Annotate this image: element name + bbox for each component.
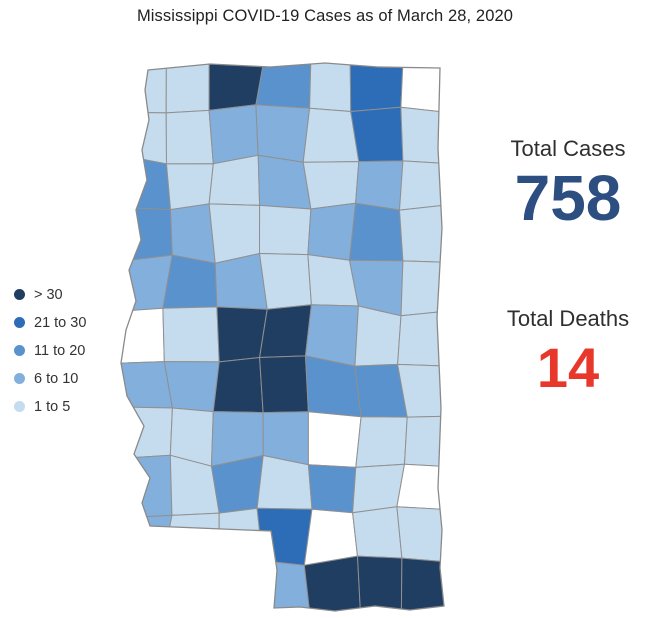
county-cell <box>165 109 214 165</box>
legend-item: 1 to 5 <box>14 396 86 417</box>
county-cell <box>350 106 404 163</box>
county-cell <box>302 107 360 163</box>
county-cell <box>302 161 360 210</box>
county-cell <box>217 560 264 611</box>
total-cases-label: Total Cases <box>510 136 626 161</box>
county-cell <box>208 203 261 264</box>
county-cell <box>352 506 403 559</box>
county-cell <box>256 454 313 510</box>
legend-swatch <box>14 401 25 412</box>
county-cell <box>121 514 173 561</box>
legend: > 30 21 to 30 11 to 20 6 to 10 1 to 5 <box>14 284 86 424</box>
county-cell <box>355 160 404 211</box>
county-cell <box>397 309 444 368</box>
legend-item-label: > 30 <box>34 286 63 303</box>
county-cell <box>258 252 312 310</box>
legend-item: > 30 <box>14 284 86 305</box>
county-cell <box>396 463 444 511</box>
county-cell <box>400 63 444 115</box>
county-cell <box>400 260 444 317</box>
legend-item-label: 21 to 30 <box>34 314 87 331</box>
county-cell <box>348 202 404 262</box>
legend-swatch <box>14 289 25 300</box>
county-cell <box>258 204 312 256</box>
county-cell <box>162 306 220 363</box>
county-cell <box>121 556 164 611</box>
county-cell <box>208 104 259 165</box>
county-cell <box>257 560 312 611</box>
legend-item: 21 to 30 <box>14 312 86 333</box>
county-cell <box>162 559 220 611</box>
total-deaths-label: Total Deaths <box>506 306 630 331</box>
county-cell <box>354 305 402 367</box>
county-cell <box>403 415 444 469</box>
county-cell <box>307 464 357 514</box>
county-cell <box>396 363 444 418</box>
county-cell <box>216 306 268 363</box>
county-cell <box>307 411 362 468</box>
county-cell <box>165 163 214 211</box>
state-outline <box>120 62 445 612</box>
county-cell <box>208 154 261 206</box>
county-cell <box>303 508 359 566</box>
county-cell <box>169 203 216 264</box>
county-cell <box>121 307 165 365</box>
legend-item-label: 1 to 5 <box>34 398 71 415</box>
legend-item: 11 to 20 <box>14 340 86 361</box>
county-cell <box>210 454 264 514</box>
county-cell <box>212 356 264 414</box>
county-cell <box>309 63 352 113</box>
county-cell <box>400 557 444 611</box>
legend-item: 6 to 10 <box>14 368 86 389</box>
legend-swatch <box>14 317 25 328</box>
county-cell <box>162 512 220 567</box>
chart-title: Mississippi COVID-19 Cases as of March 2… <box>136 7 514 25</box>
mississippi-county-map <box>120 62 445 612</box>
county-cell <box>121 361 173 409</box>
county-cell <box>400 106 444 166</box>
county-cell <box>256 507 313 566</box>
county-cell <box>356 555 403 611</box>
legend-swatch <box>14 373 25 384</box>
county-cell <box>259 304 312 359</box>
county-cell <box>121 454 173 520</box>
county-cell <box>162 254 218 309</box>
county-cell <box>218 507 264 567</box>
county-cell <box>355 416 408 468</box>
county-cell <box>398 202 444 264</box>
county-cell <box>307 202 357 261</box>
county-cell <box>303 555 362 611</box>
county-cell <box>163 361 220 413</box>
legend-item-label: 6 to 10 <box>34 370 79 387</box>
county-cell <box>121 406 173 460</box>
county-cell <box>255 104 311 163</box>
legend-swatch <box>14 345 25 356</box>
legend-item-label: 11 to 20 <box>34 342 86 359</box>
county-cell <box>304 304 359 367</box>
total-cases-value: 758 <box>514 162 622 234</box>
total-deaths-value: 14 <box>536 336 600 399</box>
county-cell <box>398 160 444 211</box>
county-cell <box>214 252 268 310</box>
county-cell <box>259 355 309 414</box>
map-container <box>120 58 450 613</box>
county-cell <box>121 63 167 114</box>
county-cell <box>121 206 173 264</box>
